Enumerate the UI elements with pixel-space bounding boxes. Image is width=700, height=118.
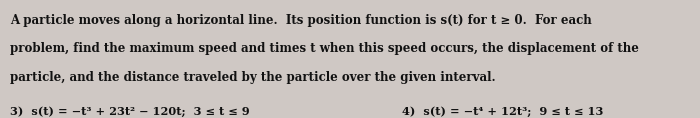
Text: A particle moves along a horizontal line.  Its position function is s(t) for t ≥: A particle moves along a horizontal line…: [10, 14, 592, 27]
Text: particle, and the distance traveled by the particle over the given interval.: particle, and the distance traveled by t…: [10, 71, 496, 84]
Text: problem, find the maximum speed and times t when this speed occurs, the displace: problem, find the maximum speed and time…: [10, 42, 639, 55]
Text: 3)  s(t) = −t³ + 23t² − 120t;  3 ≤ t ≤ 9: 3) s(t) = −t³ + 23t² − 120t; 3 ≤ t ≤ 9: [10, 106, 250, 117]
Text: 4)  s(t) = −t⁴ + 12t³;  9 ≤ t ≤ 13: 4) s(t) = −t⁴ + 12t³; 9 ≤ t ≤ 13: [402, 106, 604, 117]
